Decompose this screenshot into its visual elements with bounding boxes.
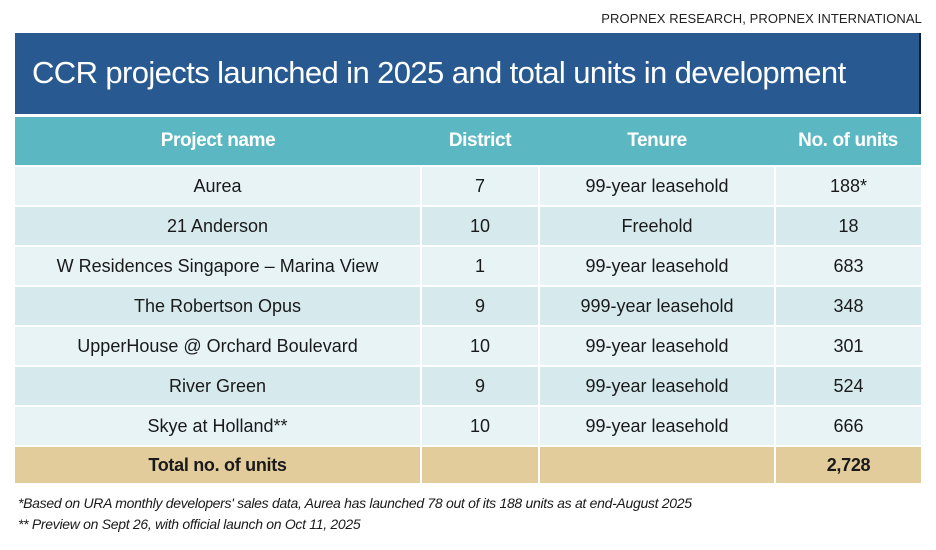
cell-units: 666 xyxy=(775,406,921,447)
cell-tenure: 999-year leasehold xyxy=(539,286,776,327)
cell-tenure: Freehold xyxy=(539,206,776,247)
cell-units: 18 xyxy=(775,206,921,247)
cell-project: W Residences Singapore – Marina View xyxy=(15,246,422,287)
total-district xyxy=(421,446,540,485)
cell-project: 21 Anderson xyxy=(15,206,422,247)
cell-district: 9 xyxy=(421,286,540,327)
cell-tenure: 99-year leasehold xyxy=(539,166,776,207)
header-project-name: Project name xyxy=(15,117,421,167)
cell-tenure: 99-year leasehold xyxy=(539,406,776,447)
total-row: Total no. of units 2,728 xyxy=(15,446,921,485)
header-units: No. of units xyxy=(775,117,921,167)
header-row: Project name District Tenure No. of unit… xyxy=(15,117,921,167)
cell-district: 7 xyxy=(421,166,540,207)
projects-table: Project name District Tenure No. of unit… xyxy=(15,117,921,485)
table-row: Skye at Holland** 10 99-year leasehold 6… xyxy=(15,406,921,447)
cell-tenure: 99-year leasehold xyxy=(539,246,776,287)
title-banner: CCR projects launched in 2025 and total … xyxy=(15,33,921,114)
cell-tenure: 99-year leasehold xyxy=(539,326,776,367)
footnote-aurea: *Based on URA monthly developers' sales … xyxy=(18,495,692,511)
table-row: 21 Anderson 10 Freehold 18 xyxy=(15,206,921,247)
cell-tenure: 99-year leasehold xyxy=(539,366,776,407)
table-row: The Robertson Opus 9 999-year leasehold … xyxy=(15,286,921,327)
source-credit: PROPNEX RESEARCH, PROPNEX INTERNATIONAL xyxy=(601,11,922,26)
cell-project: River Green xyxy=(15,366,422,407)
table-row: Aurea 7 99-year leasehold 188* xyxy=(15,166,921,207)
cell-project: UpperHouse @ Orchard Boulevard xyxy=(15,326,422,367)
total-units: 2,728 xyxy=(775,446,921,485)
table-row: UpperHouse @ Orchard Boulevard 10 99-yea… xyxy=(15,326,921,367)
cell-units: 524 xyxy=(775,366,921,407)
cell-district: 1 xyxy=(421,246,540,287)
cell-units: 348 xyxy=(775,286,921,327)
cell-units: 188* xyxy=(775,166,921,207)
cell-project: Aurea xyxy=(15,166,422,207)
total-label: Total no. of units xyxy=(15,446,422,485)
table-row: River Green 9 99-year leasehold 524 xyxy=(15,366,921,407)
cell-project: The Robertson Opus xyxy=(15,286,422,327)
cell-units: 683 xyxy=(775,246,921,287)
cell-district: 10 xyxy=(421,406,540,447)
header-district: District xyxy=(421,117,539,167)
table-title: CCR projects launched in 2025 and total … xyxy=(32,55,846,90)
total-tenure xyxy=(539,446,776,485)
footnotes: *Based on URA monthly developers' sales … xyxy=(18,493,692,535)
table-row: W Residences Singapore – Marina View 1 9… xyxy=(15,246,921,287)
cell-project: Skye at Holland** xyxy=(15,406,422,447)
cell-district: 9 xyxy=(421,366,540,407)
cell-district: 10 xyxy=(421,326,540,367)
header-tenure: Tenure xyxy=(539,117,775,167)
footnote-skye: ** Preview on Sept 26, with official lau… xyxy=(18,516,361,532)
cell-units: 301 xyxy=(775,326,921,367)
cell-district: 10 xyxy=(421,206,540,247)
